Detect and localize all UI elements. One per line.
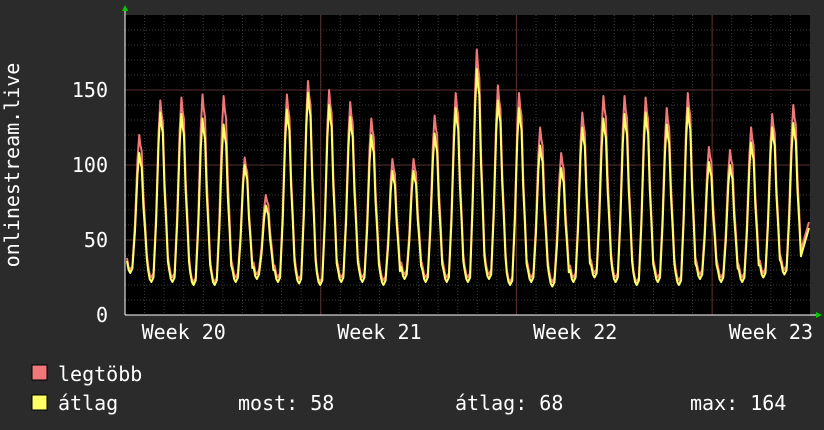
legend-stat-avg: átlag: 68	[455, 391, 563, 415]
y-axis-arrow	[122, 5, 128, 11]
legend-swatch-max	[31, 364, 48, 381]
legend-label-max: legtöbb	[58, 362, 142, 386]
series-layer	[126, 48, 810, 288]
y-tick-label: 150	[72, 78, 108, 102]
x-tick-label: Week 20	[142, 320, 226, 344]
legend-label-avg: átlag	[58, 391, 118, 415]
axes	[122, 5, 822, 318]
x-tick-label: Week 21	[337, 320, 421, 344]
x-tick-label: Week 22	[533, 320, 617, 344]
x-axis-arrow	[816, 312, 822, 318]
series-line-avg	[126, 68, 810, 288]
legend-stat-now: most: 58	[238, 391, 334, 415]
y-tick-label: 0	[96, 303, 108, 327]
tick-labels: 0 50 100 150 Week 20 Week 21 Week 22 Week 23	[72, 78, 813, 344]
legend-stat-max: max: 164	[690, 391, 786, 415]
y-tick-label: 50	[84, 228, 108, 252]
legend-swatch-avg	[31, 394, 48, 411]
x-tick-label: Week 23	[729, 320, 813, 344]
y-axis-label: onlinestream.live	[0, 63, 24, 268]
y-tick-label: 100	[72, 153, 108, 177]
